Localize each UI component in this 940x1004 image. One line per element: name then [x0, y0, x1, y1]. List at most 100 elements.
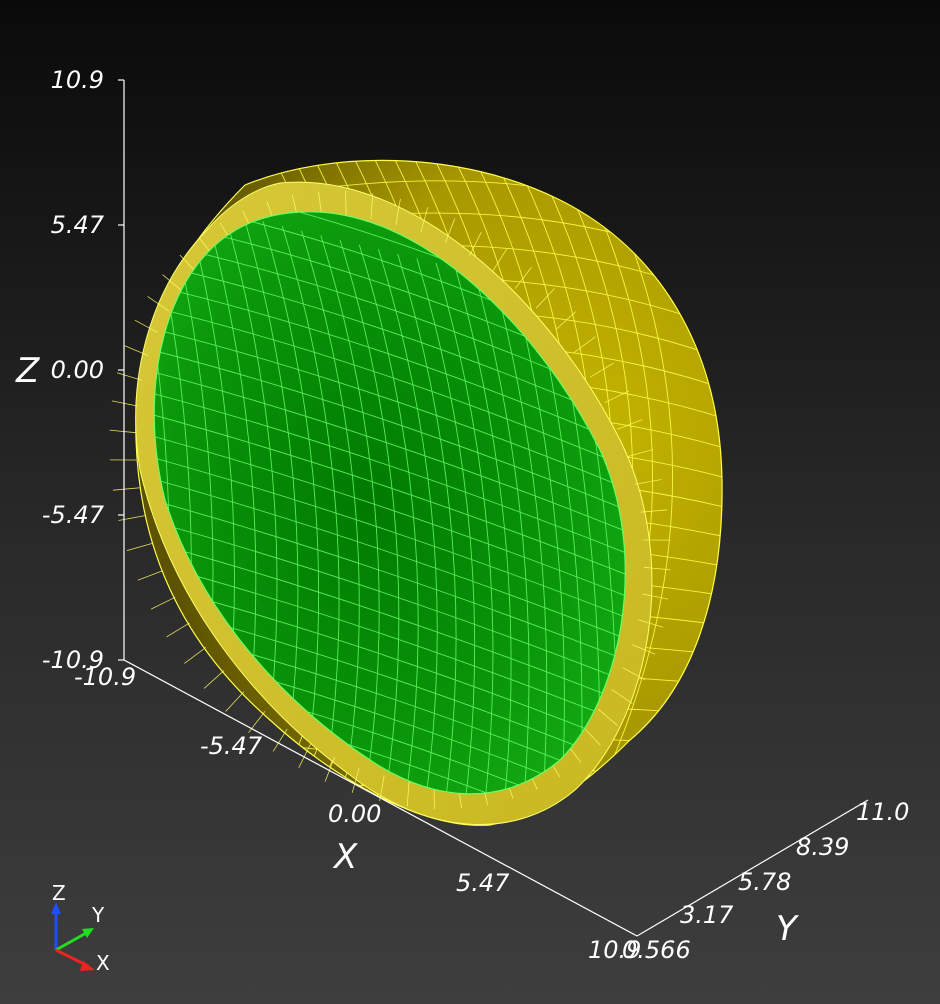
rim-mesh-line [616, 419, 643, 430]
rim-mesh-line [406, 780, 410, 807]
widget-z-label: Z [52, 881, 66, 905]
rim-mesh-line [582, 726, 601, 746]
rim-mesh-line [590, 362, 614, 378]
inner-mesh-line [474, 272, 530, 794]
rim-mesh-line [248, 711, 266, 733]
z-tick-label: -10.9 [42, 646, 104, 674]
inner-mesh-line [378, 249, 438, 794]
inner-mesh-line [416, 258, 476, 794]
shell-mesh-line [300, 840, 740, 867]
rim-mesh-line [147, 296, 169, 312]
rim-mesh-line [604, 390, 630, 404]
y-axis-title: Y [776, 909, 799, 949]
rim-mesh-line [116, 372, 142, 381]
rim-mesh-line [640, 509, 668, 513]
rim-mesh-line [150, 596, 176, 610]
rim-mesh-line [445, 218, 456, 243]
rim-mesh-line [644, 566, 671, 571]
inner-mesh-line [154, 533, 626, 725]
rim-mesh-line [166, 622, 190, 638]
rim-mesh-line [635, 479, 662, 485]
x-tick-label: 0.00 [328, 800, 381, 828]
x-axis-line [123, 659, 638, 937]
rim-mesh-line [298, 744, 311, 768]
rim-mesh-line [124, 345, 149, 356]
rim-mesh-line [573, 336, 596, 354]
inner-mesh-line [154, 512, 626, 704]
rim-mesh-line [492, 248, 508, 272]
y-tick-label: 8.39 [796, 833, 849, 861]
inner-mesh-line [493, 276, 548, 794]
rim-mesh-line [631, 644, 656, 655]
rim-mesh-line [225, 691, 245, 712]
inner-mesh-line [154, 298, 626, 490]
y-tick-label: 0.566 [622, 936, 691, 964]
rim-mesh-line [627, 449, 654, 458]
inner-mesh-line [154, 469, 626, 661]
inner-mesh-line [531, 286, 583, 794]
z-tick-label: 5.47 [51, 211, 105, 239]
rim-mesh-line [324, 757, 335, 782]
rim-mesh-line [111, 400, 138, 407]
axes-frame: 10.9 5.47 0.00 -5.47 -10.9 Z -10.9 -5.47… [15, 66, 909, 964]
rim-mesh-line [134, 319, 158, 333]
rim-mesh-line [469, 232, 482, 256]
y-tick-label: 5.78 [738, 868, 791, 896]
orientation-widget[interactable]: Z Y X [51, 881, 110, 975]
inner-mesh-line [154, 426, 626, 618]
rim-mesh-line [109, 429, 136, 434]
inner-mesh-line [454, 267, 512, 794]
rim-mesh-line [126, 542, 153, 551]
inner-mesh-line [435, 262, 494, 794]
y-tick-label: 3.17 [680, 901, 734, 929]
z-tick-label: 10.9 [51, 66, 104, 94]
rim-mesh-line [203, 670, 225, 689]
widget-x-label: X [96, 951, 110, 975]
inner-mesh-line [512, 281, 565, 794]
x-tick-label: 10.9 [588, 936, 641, 964]
inner-mesh-line [109, 185, 148, 825]
rim-mesh-line [345, 191, 347, 217]
y-axis-line [636, 799, 869, 937]
inner-mesh-line [397, 253, 457, 794]
rim-mesh-line [272, 728, 288, 752]
inner-mesh-line [154, 448, 626, 640]
x-tick-label: -5.47 [200, 732, 263, 760]
rim-mesh-line [162, 274, 183, 292]
rim-mesh-line [611, 688, 633, 704]
rim-mesh-line [184, 646, 207, 664]
rim-mesh-line [351, 767, 360, 793]
rim-mesh-line [622, 667, 646, 681]
rim-mesh-line [597, 708, 618, 726]
x-axis-title: X [332, 837, 358, 877]
inner-mesh-line [154, 341, 626, 533]
rim-mesh-line [395, 198, 401, 225]
rim-mesh-line [514, 267, 532, 289]
x-tick-label: 5.47 [456, 869, 510, 897]
rim-mesh-line [555, 311, 577, 330]
z-tick-label: -5.47 [42, 501, 105, 529]
y-direction-arrow [55, 930, 89, 952]
inner-mesh-line [154, 320, 626, 512]
inner-mesh-line [154, 384, 626, 576]
x-tick-label: -10.9 [74, 663, 136, 691]
inner-mesh-line [154, 405, 626, 597]
y-tick-label: 11.0 [856, 798, 909, 826]
rim-mesh-line [370, 193, 374, 220]
inner-mesh-line [154, 490, 626, 682]
z-axis-title: Z [15, 351, 40, 391]
rim-mesh-line [420, 207, 429, 233]
rim-mesh-line [137, 570, 164, 581]
rim-mesh-line [112, 487, 140, 491]
rim-mesh-line [642, 593, 669, 600]
rim-mesh-line [638, 619, 664, 628]
z-tick-label: 0.00 [51, 356, 104, 384]
widget-y-label: Y [91, 903, 105, 927]
inner-mesh-line [358, 244, 419, 794]
rim-mesh-line [379, 775, 385, 802]
inner-mesh-line [90, 180, 126, 820]
rim-mesh-line [535, 288, 555, 309]
rim-mesh-line [118, 515, 145, 521]
